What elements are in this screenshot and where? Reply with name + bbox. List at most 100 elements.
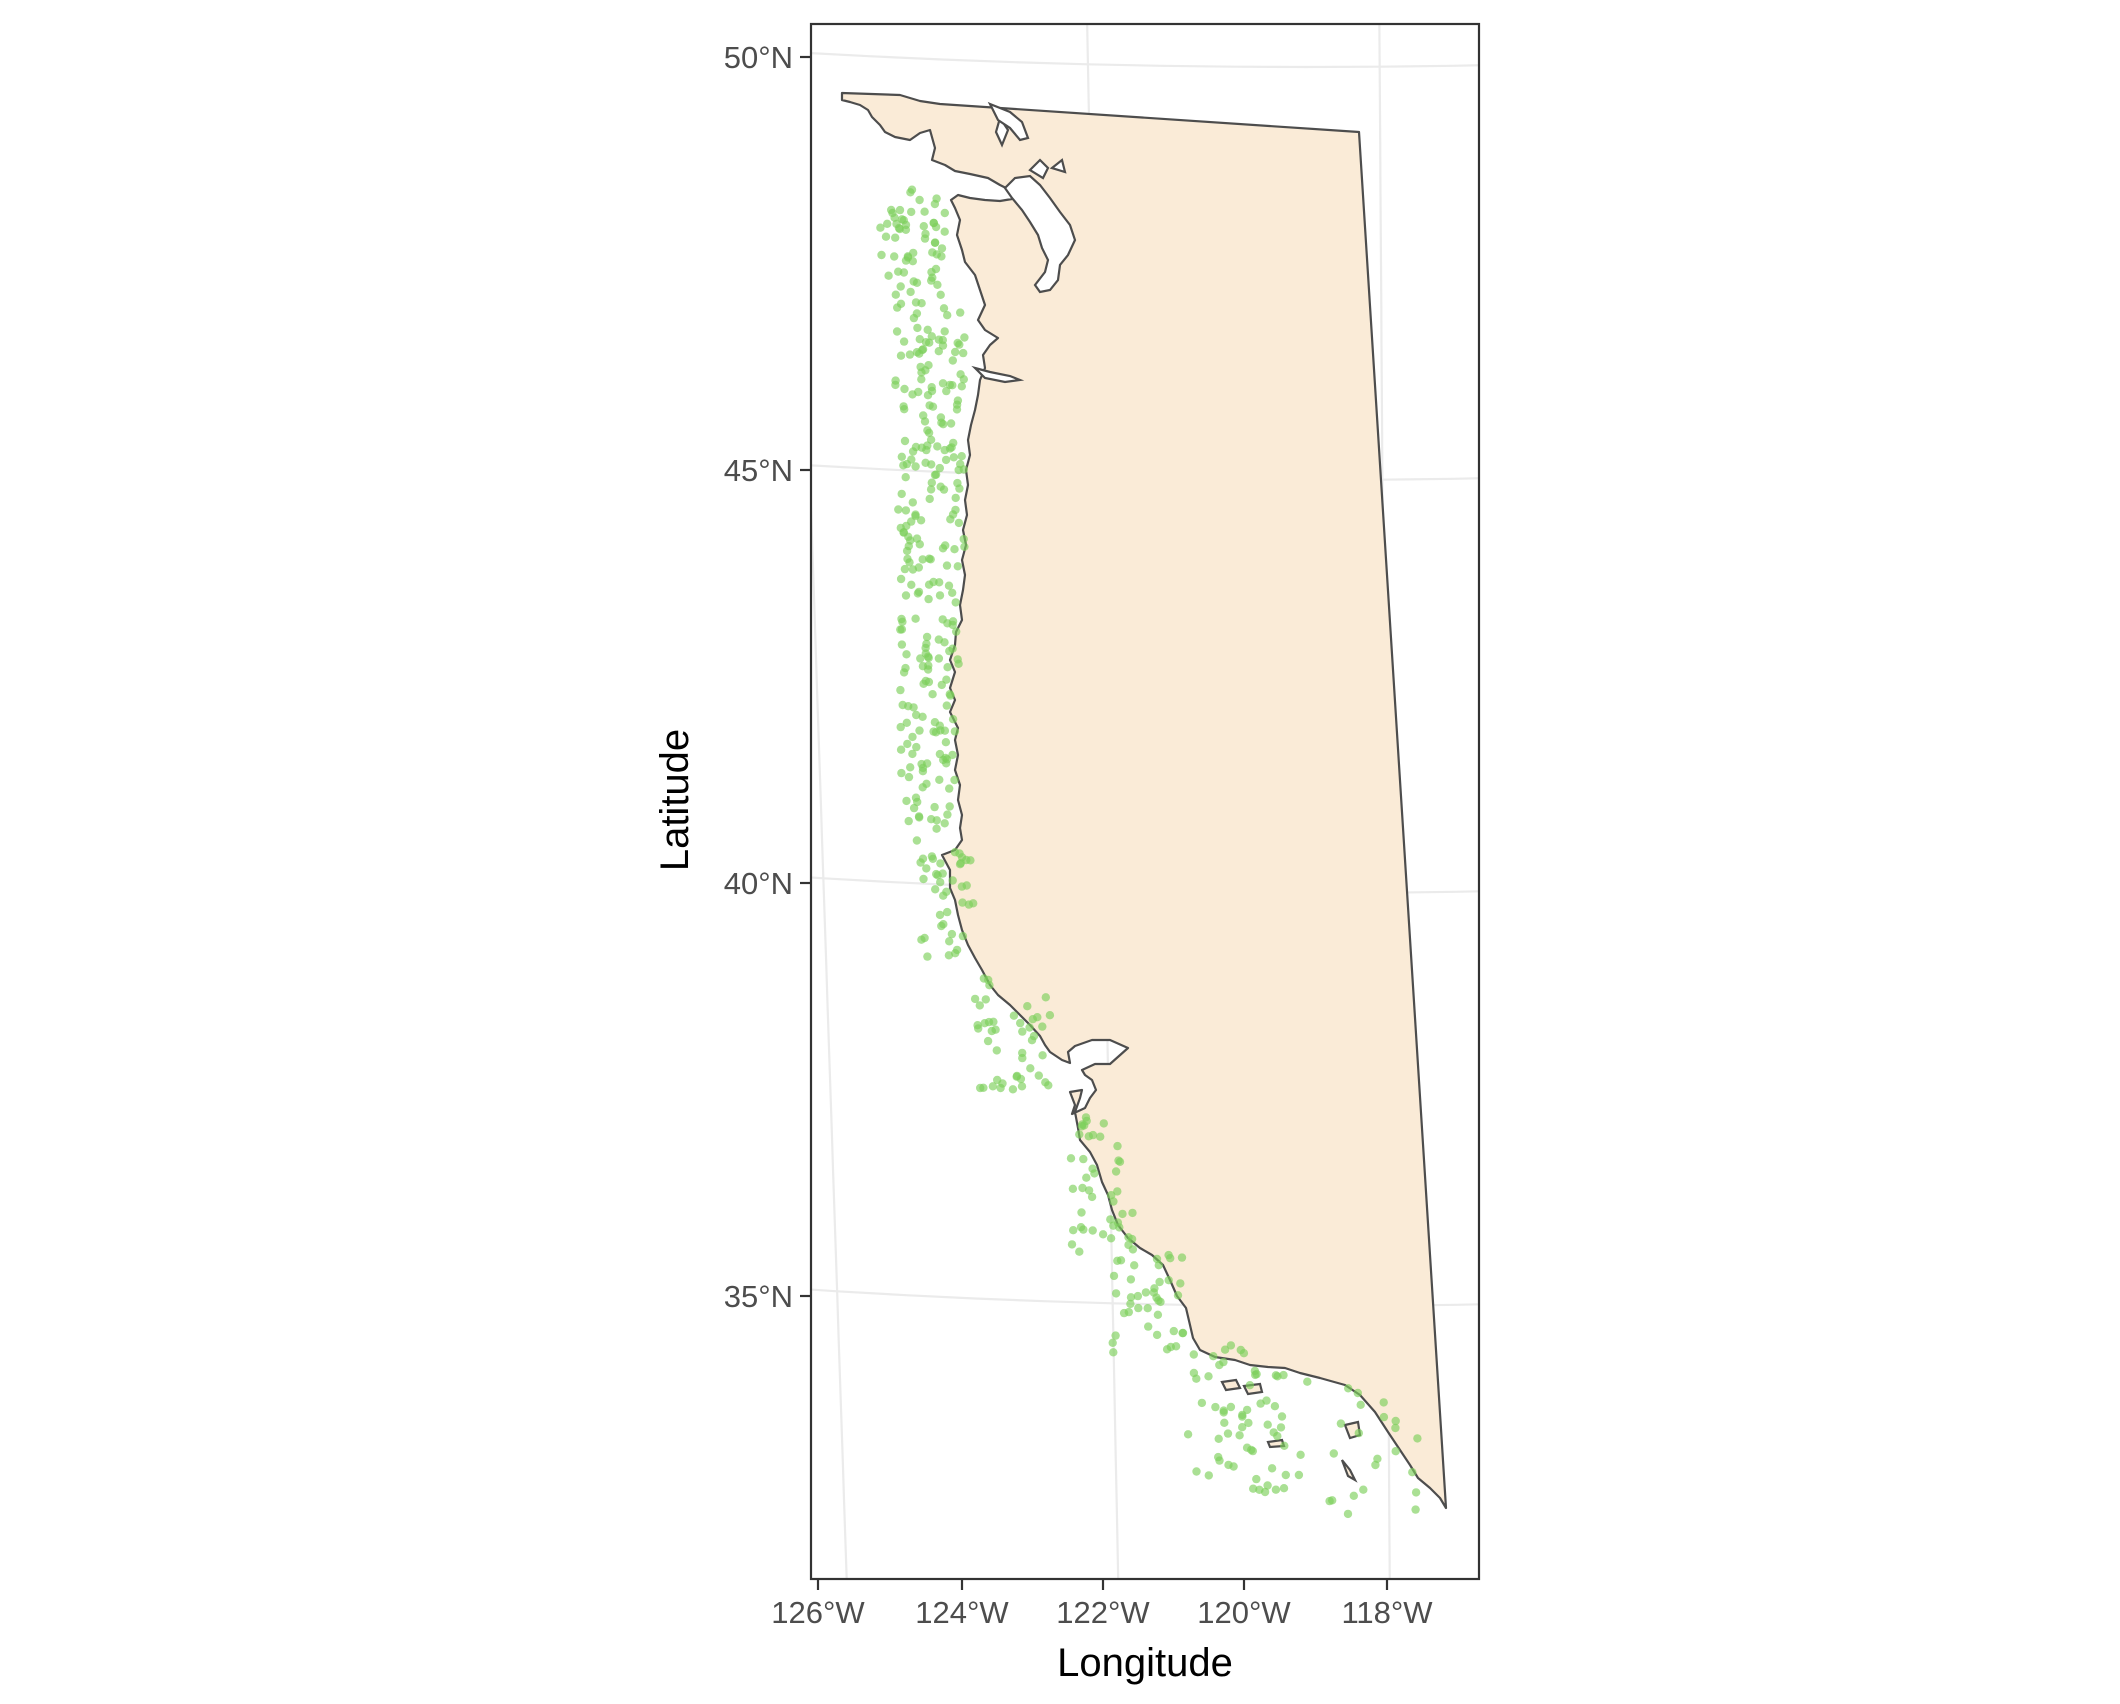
observation-point [919, 874, 928, 884]
observation-point [901, 225, 911, 234]
observation-point [933, 280, 942, 289]
observation-point [1026, 1064, 1035, 1073]
observation-point [1296, 1450, 1305, 1460]
observation-point [948, 617, 958, 626]
parallel-0 [811, 1288, 1479, 1308]
observation-point [1408, 1468, 1417, 1477]
observation-point [908, 749, 917, 759]
observation-point [923, 325, 932, 334]
observation-point [899, 528, 908, 537]
observation-point [942, 386, 951, 396]
observation-point [1106, 1234, 1116, 1243]
observation-point [1152, 1254, 1162, 1264]
observation-point [914, 587, 924, 597]
observation-point [923, 391, 933, 400]
observation-point [911, 462, 920, 471]
observation-point [936, 290, 945, 299]
observation-point [935, 749, 945, 759]
observation-point [923, 952, 932, 961]
observation-point [917, 935, 926, 944]
observation-point [955, 484, 964, 493]
observation-point [1152, 1330, 1162, 1340]
observation-point [950, 775, 959, 785]
observation-point [1303, 1377, 1312, 1386]
observation-point [916, 858, 925, 867]
observation-point [897, 614, 906, 624]
observation-point [1189, 1350, 1199, 1359]
observation-point [949, 453, 958, 462]
observation-point [937, 252, 946, 261]
observation-point [894, 505, 903, 514]
observation-point [908, 447, 918, 456]
columbia-river-mouth [971, 365, 1025, 384]
observation-point [1177, 1253, 1187, 1262]
observation-point [901, 506, 911, 515]
observation-point [897, 452, 906, 461]
observation-point [1017, 1082, 1027, 1091]
observation-point [912, 710, 921, 720]
observation-point [1280, 1441, 1289, 1451]
observation-point [913, 323, 922, 333]
observation-point [1143, 1304, 1152, 1313]
observation-point [931, 885, 940, 894]
observation-point [929, 218, 938, 228]
observation-point [919, 222, 928, 231]
observation-point [1173, 1291, 1183, 1300]
observation-point [944, 581, 954, 590]
observation-point [1235, 1431, 1244, 1440]
observation-point [1176, 1279, 1185, 1288]
observation-point [906, 763, 915, 772]
observation-point [934, 335, 944, 344]
observation-point [1229, 1462, 1238, 1471]
observation-point [932, 824, 941, 833]
observation-point [1113, 1141, 1122, 1151]
observation-point [1336, 1419, 1346, 1428]
observation-point [959, 465, 968, 474]
observation-point [921, 458, 930, 467]
observation-point [1156, 1297, 1165, 1307]
observation-point [906, 287, 915, 297]
observation-point [951, 598, 960, 607]
observation-point [1038, 1022, 1047, 1031]
y-axis-title: Latitude [653, 729, 697, 871]
observation-point [1128, 1208, 1137, 1218]
observation-point [899, 668, 909, 677]
observation-point [1130, 1261, 1139, 1270]
observation-point [939, 485, 949, 494]
observation-point [1349, 1491, 1359, 1501]
observation-point [1411, 1488, 1421, 1497]
observation-point [917, 368, 926, 377]
observation-point [896, 745, 906, 754]
observation-point [988, 1082, 998, 1091]
observation-point [1107, 1191, 1116, 1200]
observation-point [1356, 1400, 1365, 1410]
observation-point [892, 327, 902, 336]
observation-point [1126, 1299, 1135, 1309]
observation-point [992, 1046, 1001, 1055]
observation-point [894, 267, 903, 276]
observation-point [899, 337, 909, 346]
observation-point [1079, 1154, 1088, 1164]
observation-point [945, 690, 954, 699]
observation-point [1379, 1412, 1389, 1422]
observation-point [955, 860, 965, 869]
observation-point [927, 383, 936, 392]
observation-point [929, 577, 938, 587]
observation-point [897, 489, 906, 499]
observation-point [912, 742, 921, 752]
observation-point [1016, 1074, 1026, 1084]
observation-point [932, 194, 941, 203]
observation-point [1279, 1484, 1289, 1493]
observation-point [981, 995, 990, 1004]
observation-point [923, 426, 932, 435]
observation-point [1215, 1360, 1224, 1370]
observation-point [1115, 1157, 1125, 1167]
observation-point [1113, 1187, 1122, 1196]
observation-point [917, 443, 926, 452]
observation-point [942, 887, 951, 896]
observation-point [1344, 1384, 1353, 1393]
observation-point [931, 264, 941, 274]
observation-point [960, 333, 969, 342]
observation-point [951, 949, 960, 958]
